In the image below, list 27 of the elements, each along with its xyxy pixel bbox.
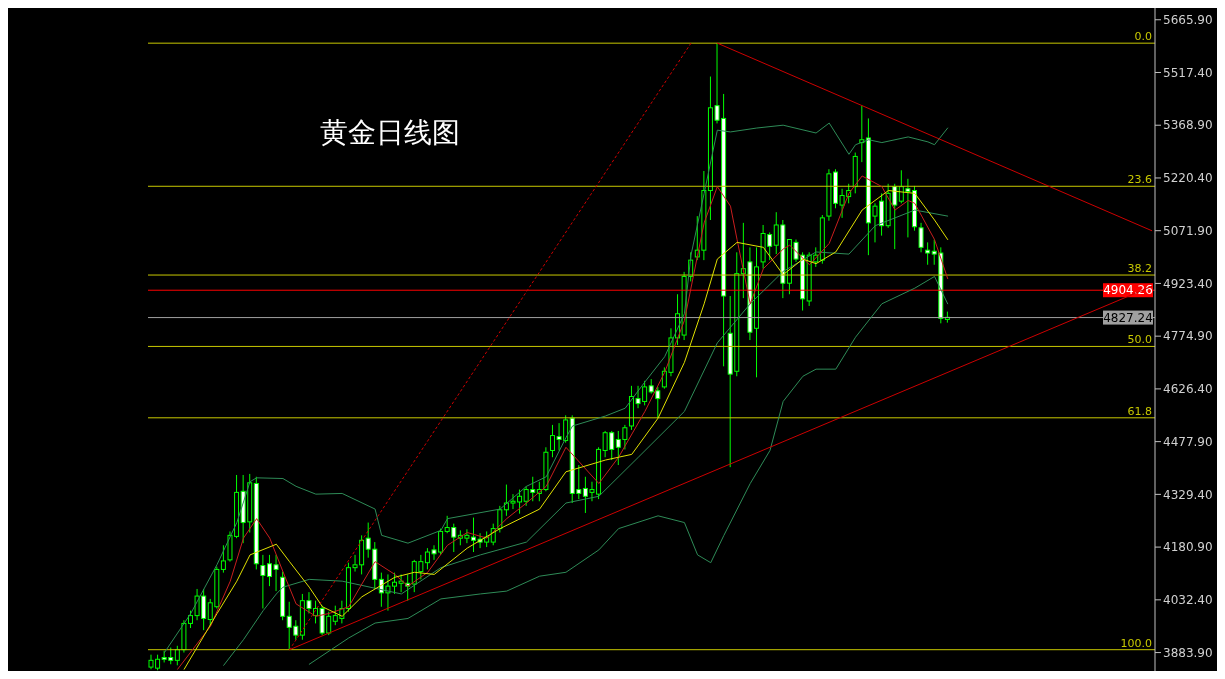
annotation: 50.0 bbox=[1127, 333, 1152, 347]
candlestick bbox=[918, 222, 924, 253]
y-tick-label: 4626.40 bbox=[1163, 382, 1213, 397]
text: 黄金日线图 bbox=[320, 115, 460, 151]
y-tick-label: 5071.90 bbox=[1163, 223, 1213, 238]
annotation: 38.2 bbox=[1127, 262, 1152, 276]
y-tick-label: 3883.90 bbox=[1163, 645, 1213, 660]
annotation: 61.8 bbox=[1127, 404, 1152, 418]
annotation: 100.0 bbox=[1120, 636, 1152, 650]
candlestick bbox=[220, 544, 226, 574]
y-tick-label: 4774.90 bbox=[1163, 329, 1213, 344]
y-tick-label: 5665.90 bbox=[1163, 13, 1213, 28]
y-tick-label: 4032.40 bbox=[1163, 593, 1213, 608]
candlestick bbox=[174, 645, 180, 666]
y-tick-label: 4477.90 bbox=[1163, 434, 1213, 449]
y-tick-label: 4329.40 bbox=[1163, 487, 1213, 502]
y-tick-label: 5368.90 bbox=[1163, 118, 1213, 133]
y-tick-label: 4180.90 bbox=[1163, 540, 1213, 555]
y-tick-label: 5517.40 bbox=[1163, 65, 1213, 80]
candlestick bbox=[925, 241, 931, 266]
annotation: 0.0 bbox=[1134, 30, 1152, 44]
ref-line-label: 4827.24 bbox=[1103, 310, 1153, 325]
ref-line-label: 4904.26 bbox=[1103, 283, 1153, 298]
y-tick-label: 5220.40 bbox=[1163, 171, 1213, 186]
annotation: 23.6 bbox=[1127, 173, 1152, 187]
y-tick-label: 4923.40 bbox=[1163, 276, 1213, 291]
line-series bbox=[308, 275, 949, 665]
